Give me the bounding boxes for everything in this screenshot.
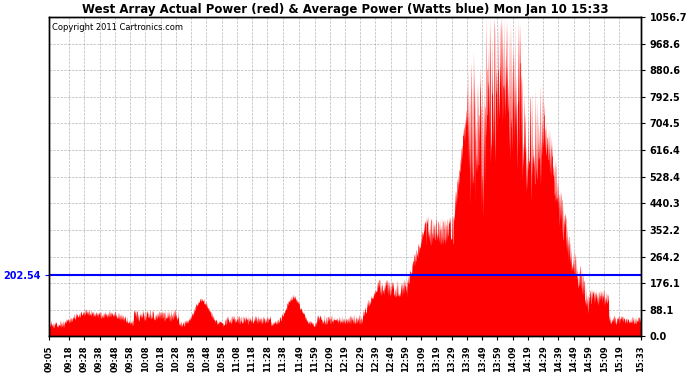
Text: Copyright 2011 Cartronics.com: Copyright 2011 Cartronics.com — [52, 23, 184, 32]
Title: West Array Actual Power (red) & Average Power (Watts blue) Mon Jan 10 15:33: West Array Actual Power (red) & Average … — [81, 3, 609, 16]
